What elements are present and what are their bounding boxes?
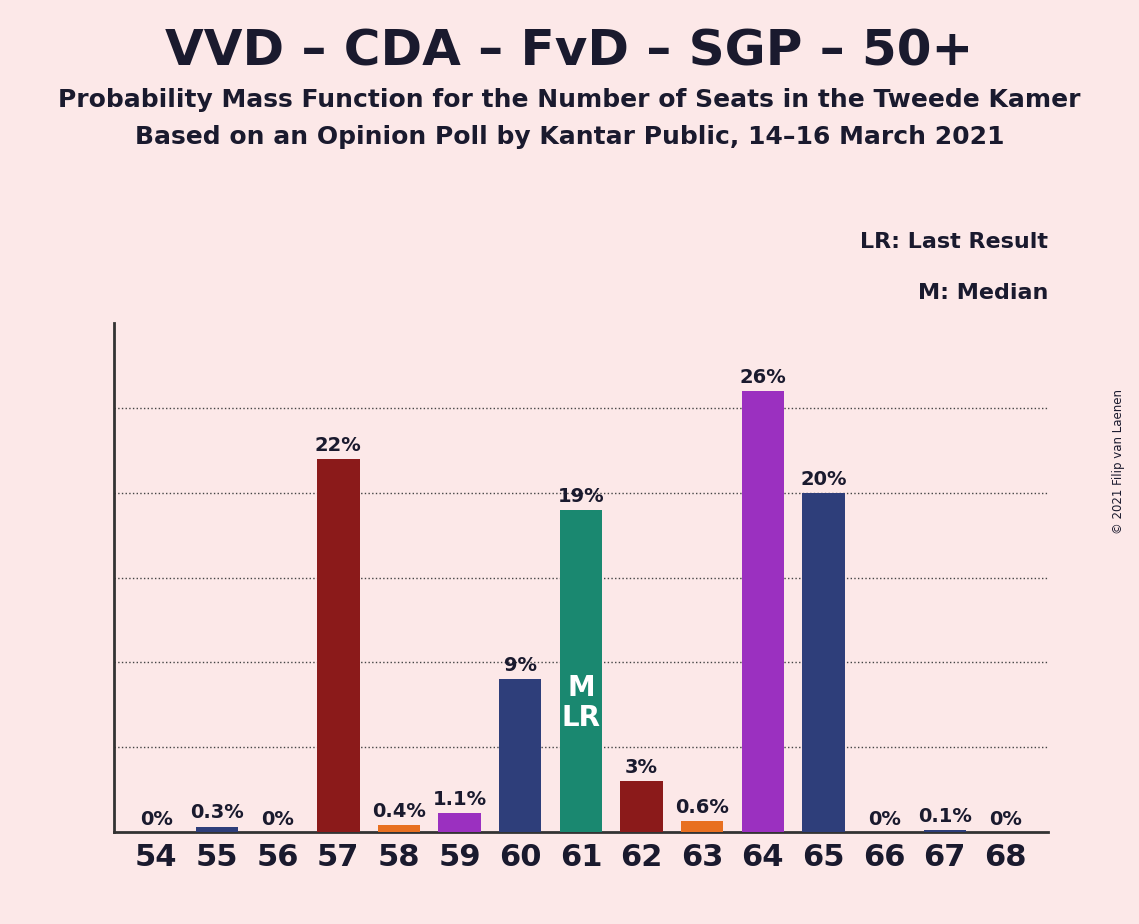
- Text: 22%: 22%: [314, 436, 362, 455]
- Text: M: Median: M: Median: [918, 283, 1048, 303]
- Text: 20%: 20%: [801, 469, 846, 489]
- Text: 0.6%: 0.6%: [675, 798, 729, 817]
- Text: 0%: 0%: [868, 810, 901, 829]
- Text: 0.3%: 0.3%: [190, 803, 244, 822]
- Text: 0.1%: 0.1%: [918, 807, 972, 826]
- Text: 26%: 26%: [739, 368, 786, 387]
- Text: 0%: 0%: [261, 810, 294, 829]
- Bar: [924, 830, 966, 832]
- Bar: [559, 510, 603, 832]
- Bar: [439, 813, 481, 832]
- Text: 19%: 19%: [558, 487, 604, 505]
- Text: 0.4%: 0.4%: [372, 802, 426, 821]
- Text: 9%: 9%: [503, 656, 536, 675]
- Bar: [499, 679, 541, 832]
- Bar: [196, 826, 238, 832]
- Text: © 2021 Filip van Laenen: © 2021 Filip van Laenen: [1112, 390, 1125, 534]
- Bar: [802, 492, 845, 832]
- Text: 3%: 3%: [625, 758, 658, 776]
- Bar: [741, 391, 784, 832]
- Bar: [317, 459, 360, 832]
- Bar: [681, 821, 723, 832]
- Bar: [621, 781, 663, 832]
- Text: 0%: 0%: [989, 810, 1022, 829]
- Text: Based on an Opinion Poll by Kantar Public, 14–16 March 2021: Based on an Opinion Poll by Kantar Publi…: [134, 125, 1005, 149]
- Text: LR: Last Result: LR: Last Result: [860, 232, 1048, 252]
- Text: 0%: 0%: [140, 810, 173, 829]
- Text: 1.1%: 1.1%: [433, 790, 486, 808]
- Bar: [378, 825, 420, 832]
- Text: VVD – CDA – FvD – SGP – 50+: VVD – CDA – FvD – SGP – 50+: [165, 28, 974, 76]
- Text: Probability Mass Function for the Number of Seats in the Tweede Kamer: Probability Mass Function for the Number…: [58, 88, 1081, 112]
- Text: M
LR: M LR: [562, 674, 600, 732]
